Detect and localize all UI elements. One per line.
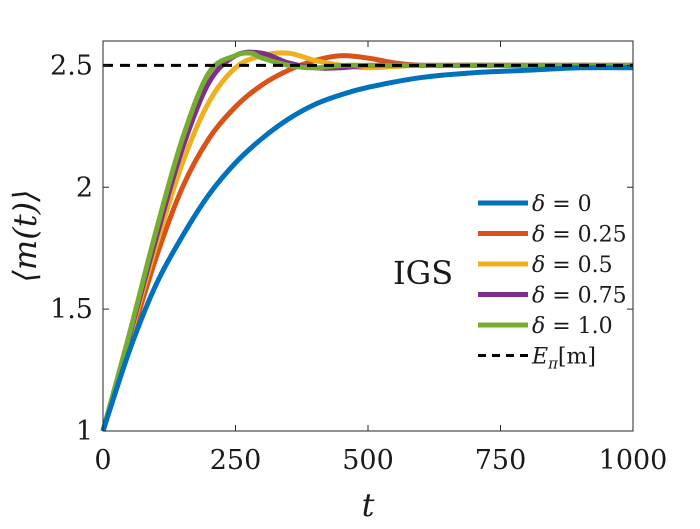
ticks-layer: 0 250 500 750 1000 1 1.5 2 2.5: [50, 41, 667, 476]
legend-label-0: δ = 0.25: [532, 223, 627, 248]
y-tick-label: 1.5: [50, 294, 93, 325]
y-tick-label: 2.5: [50, 50, 93, 81]
legend-label-4: δ = 0: [532, 192, 592, 217]
annotation-igs: IGS: [393, 254, 453, 292]
legend: δ = 0 δ = 0.25 δ = 0.5 δ = 0.75 δ = 1.0 Eπ[m]: [478, 192, 627, 373]
y-tick-label: 1: [76, 416, 93, 447]
series-line-4: [100, 65, 634, 432]
x-tick-label: 0: [94, 445, 111, 476]
legend-label-2: δ = 0.75: [532, 284, 627, 309]
series-layer: [100, 49, 634, 432]
legend-label-1: δ = 0.5: [532, 253, 613, 278]
x-tick-label: 750: [475, 445, 527, 476]
legend-label-3: δ = 1.0: [532, 314, 613, 339]
x-axis-label: t: [362, 486, 375, 524]
legend-label-5: Eπ[m]: [531, 345, 596, 373]
x-tick-label: 500: [342, 445, 394, 476]
y-tick-label: 2: [76, 172, 93, 203]
x-tick-label: 1000: [599, 445, 668, 476]
x-tick-label: 250: [210, 445, 262, 476]
series-line-3: [100, 50, 634, 432]
y-axis-label: ⟨m(t)⟩: [6, 189, 44, 282]
